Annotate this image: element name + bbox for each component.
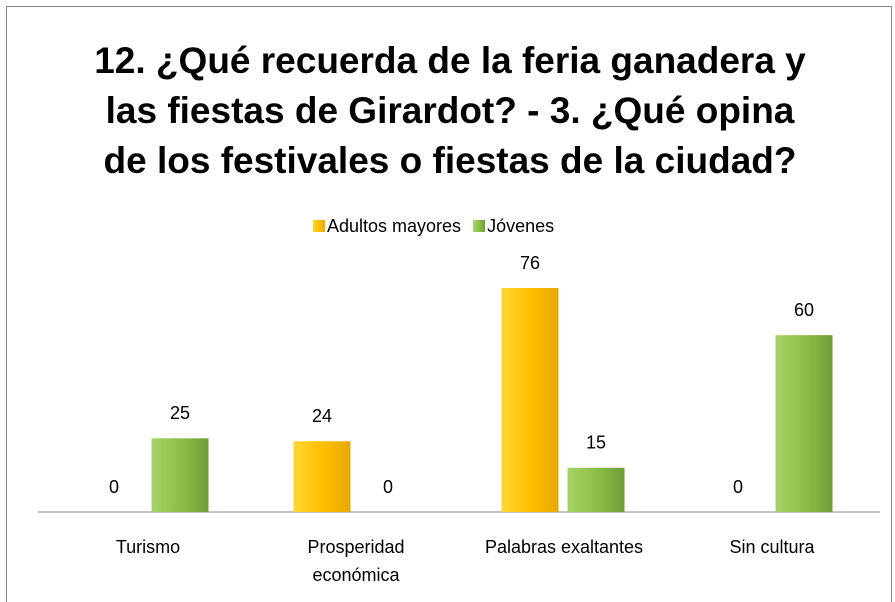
bar xyxy=(501,288,559,512)
x-tick-label: Sin cultura xyxy=(729,537,815,557)
x-tick-label: Prosperidad económica xyxy=(307,537,405,585)
bar xyxy=(151,438,209,512)
chart-title: 12. ¿Qué recuerda de la feria ganadera y… xyxy=(94,40,806,181)
data-label: 24 xyxy=(312,406,332,426)
x-tick-label: Turismo xyxy=(115,537,181,557)
data-label: 76 xyxy=(520,253,540,273)
legend-swatch xyxy=(313,220,325,232)
chart-border xyxy=(6,6,892,602)
bar xyxy=(567,467,625,512)
legend-label: Adultos mayores xyxy=(327,216,461,236)
data-label: 60 xyxy=(794,300,814,320)
legend-label: Jóvenes xyxy=(487,216,554,236)
x-tick-label: Palabras exaltantes xyxy=(484,537,644,557)
bar xyxy=(293,441,351,512)
data-label: 15 xyxy=(586,433,606,453)
bar xyxy=(775,335,833,512)
data-label: 0 xyxy=(383,477,393,497)
data-label: 25 xyxy=(170,403,190,423)
data-label: 0 xyxy=(109,477,119,497)
legend-swatch xyxy=(473,220,486,232)
data-label: 0 xyxy=(733,477,743,497)
